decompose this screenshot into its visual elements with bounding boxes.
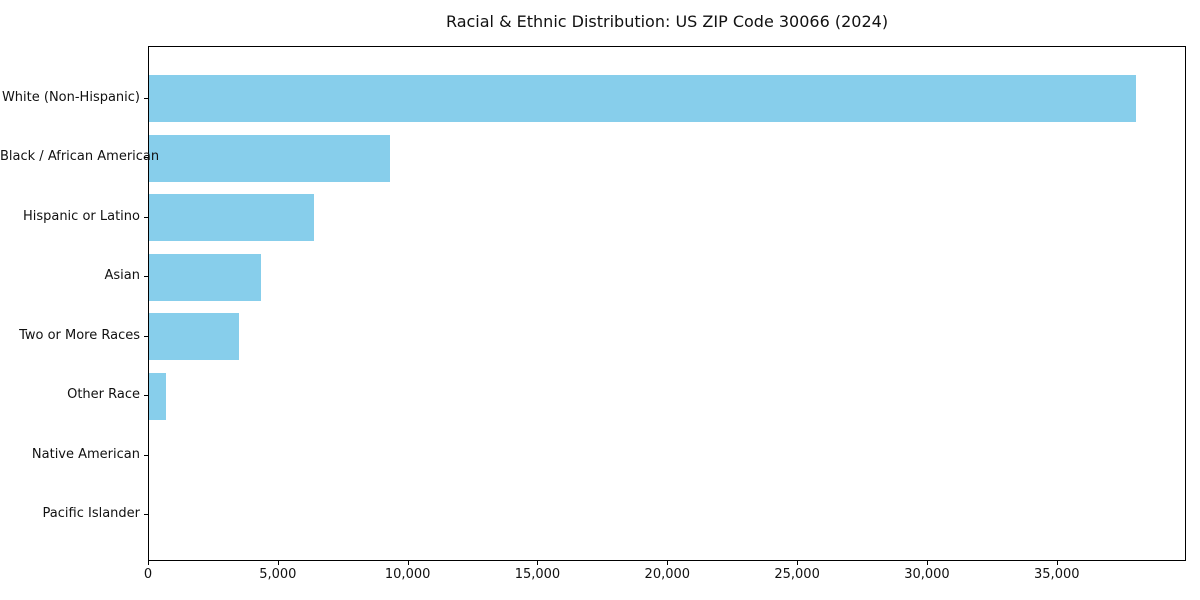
y-tick-mark <box>144 395 148 397</box>
bar-hispanic-or-latino <box>149 194 314 242</box>
category-label-pacific-islander: Pacific Islander <box>42 506 140 522</box>
category-label-hispanic-or-latino: Hispanic or Latino <box>22 208 140 224</box>
x-tick-label: 30,000 <box>904 567 950 582</box>
category-label-native-american: Native American <box>31 446 140 462</box>
chart-title: Racial & Ethnic Distribution: US ZIP Cod… <box>445 12 889 31</box>
y-tick-mark <box>144 97 148 99</box>
y-tick-mark <box>144 335 148 337</box>
bar-two-or-more-races <box>149 313 239 361</box>
x-tick-label: 5,000 <box>259 567 297 582</box>
bar-other-race <box>149 372 166 420</box>
plot-area <box>148 46 1186 561</box>
x-tick-mark <box>277 561 279 565</box>
category-label-asian: Asian <box>104 268 140 284</box>
y-tick-mark <box>144 157 148 159</box>
x-tick-label: 0 <box>143 567 153 582</box>
category-label-two-or-more-races: Two or More Races <box>19 327 140 343</box>
x-tick-mark <box>148 561 149 565</box>
x-tick-mark <box>797 561 799 565</box>
x-tick-label: 15,000 <box>514 567 561 582</box>
y-tick-mark <box>144 454 148 456</box>
x-tick-mark <box>667 561 669 565</box>
y-tick-mark <box>144 276 148 278</box>
category-label-other-race: Other Race <box>67 387 140 403</box>
y-tick-mark <box>144 514 148 516</box>
bar-asian <box>149 253 261 301</box>
x-tick-label: 20,000 <box>644 567 691 582</box>
x-tick-mark <box>537 561 539 565</box>
bar-white-non-hispanic <box>149 75 1136 122</box>
x-tick-label: 10,000 <box>384 567 431 582</box>
y-tick-mark <box>144 216 148 218</box>
x-tick-mark <box>926 561 928 565</box>
category-label-black-african-american: Black / African American <box>0 149 160 165</box>
bar-black-african-american <box>149 134 391 182</box>
x-tick-mark <box>407 561 409 565</box>
x-tick-label: 35,000 <box>1034 567 1080 582</box>
x-tick-mark <box>1056 561 1058 565</box>
category-label-white-non-hispanic: White (Non-Hispanic) <box>1 89 140 105</box>
x-tick-label: 25,000 <box>774 567 820 582</box>
